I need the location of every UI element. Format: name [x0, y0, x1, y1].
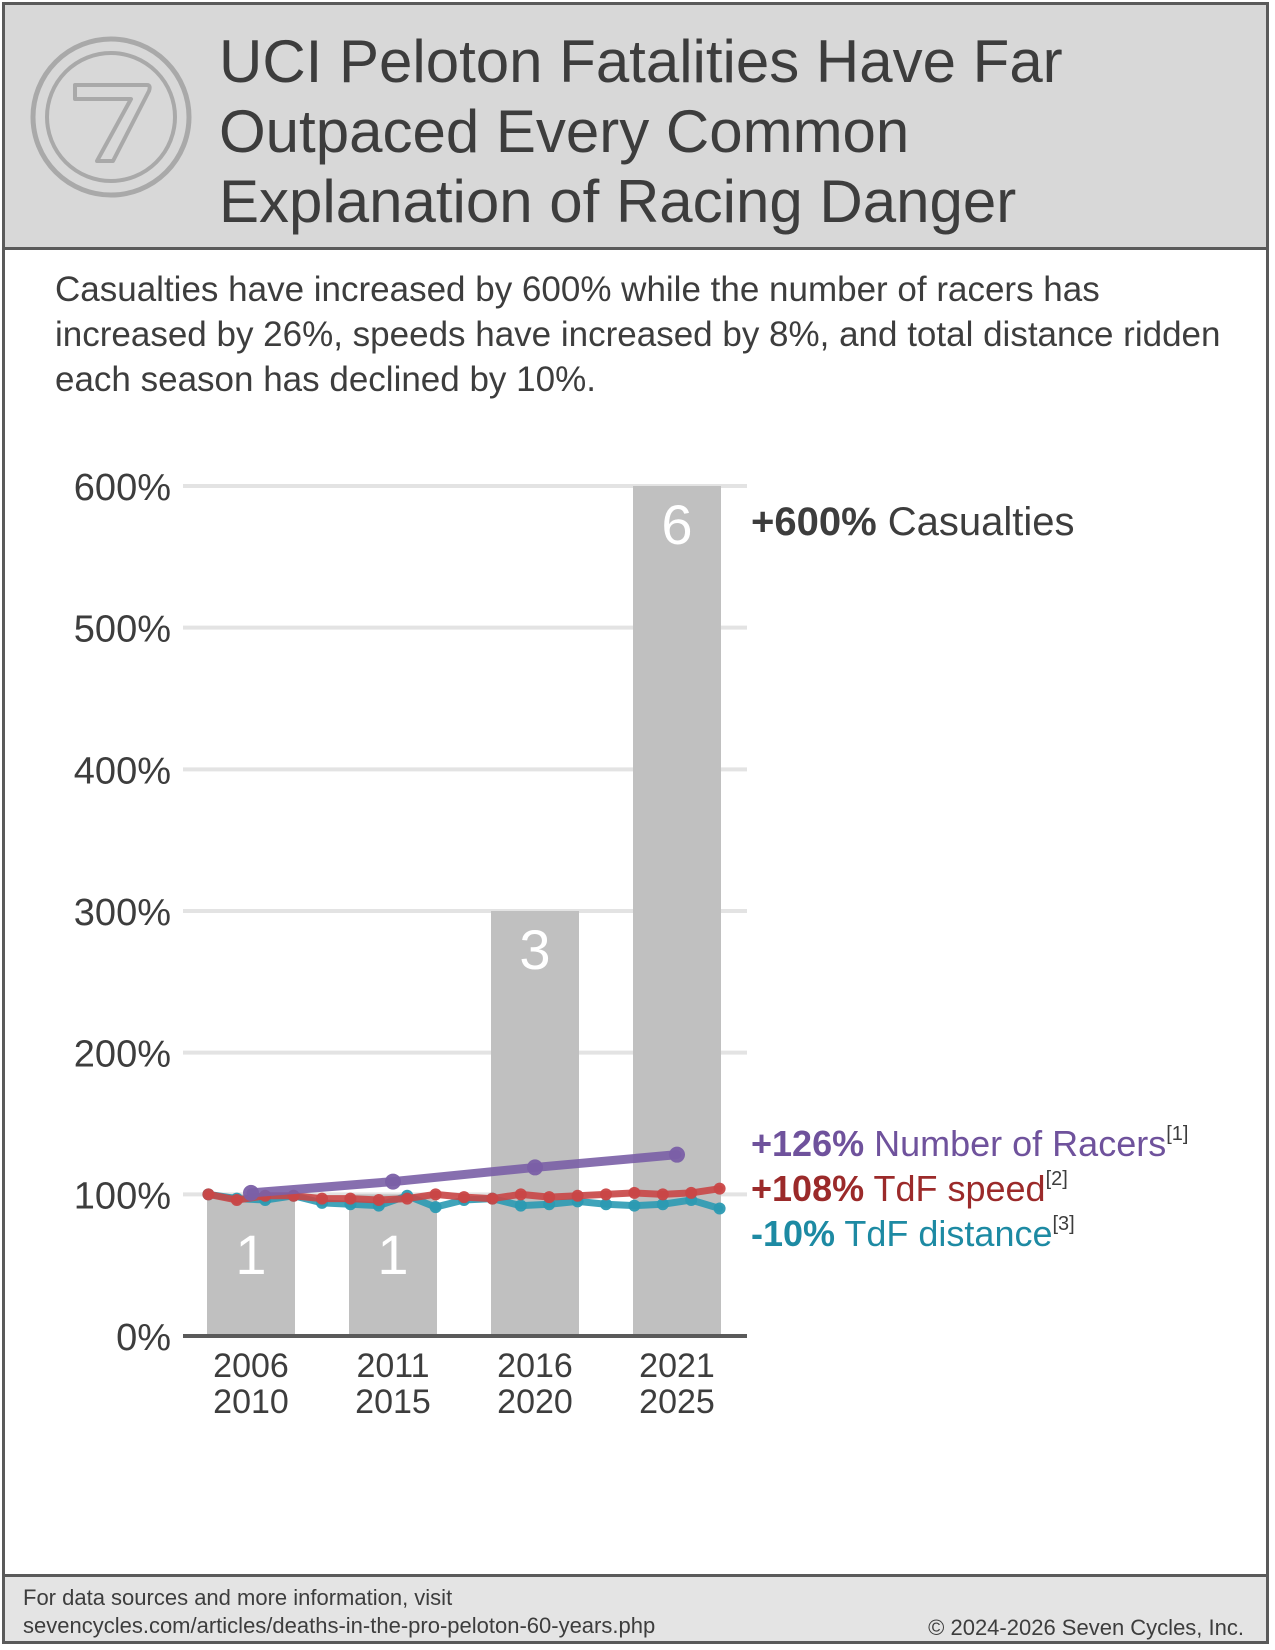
bar-count-label: 6: [661, 493, 692, 556]
footer-info-text: For data sources and more information, v…: [23, 1585, 453, 1610]
series-point: [669, 1146, 685, 1163]
series-point: [401, 1192, 414, 1205]
seven-cycles-logo-icon: [30, 36, 192, 198]
bar-count-label: 1: [235, 1223, 266, 1286]
bar: [491, 911, 579, 1336]
series-point: [713, 1182, 726, 1195]
x-tick-label-start: 2011: [356, 1347, 429, 1385]
series-point: [628, 1199, 641, 1212]
chart-subtitle: Casualties have increased by 600% while …: [55, 270, 1221, 399]
series-point: [372, 1194, 385, 1206]
y-tick-label: 300%: [74, 892, 171, 934]
y-tick-label: 200%: [74, 1034, 171, 1076]
x-tick-label-start: 2006: [213, 1347, 289, 1385]
series-line: [246, 1150, 682, 1198]
series-point: [344, 1192, 357, 1205]
series-point: [385, 1173, 401, 1190]
series-point: [656, 1198, 669, 1211]
y-tick-label: 500%: [74, 609, 171, 651]
x-tick-label-end: 2025: [639, 1383, 715, 1421]
y-tick-label: 100%: [74, 1175, 171, 1217]
series-point: [600, 1198, 612, 1211]
series-label: +126% Number of Racers[1]: [751, 1123, 1188, 1164]
y-tick-label: 600%: [74, 467, 171, 509]
series-point: [543, 1191, 556, 1204]
series-point: [514, 1188, 527, 1201]
series-point: [202, 1188, 215, 1201]
series-point: [685, 1186, 698, 1199]
bar-count-label: 1: [377, 1223, 408, 1286]
bar: [349, 1194, 437, 1336]
y-tick-label: 0%: [116, 1317, 171, 1359]
series-point: [656, 1188, 669, 1201]
y-tick-label: 400%: [74, 750, 171, 792]
series-point: [458, 1191, 470, 1204]
series-point: [486, 1192, 499, 1205]
bar: [207, 1194, 295, 1336]
series-label: +108% TdF speed[2]: [751, 1168, 1068, 1209]
series-point: [429, 1188, 442, 1201]
bar-count-label: 3: [519, 918, 550, 981]
series-point: [230, 1194, 243, 1206]
casualties-annotation: +600% Casualties: [751, 500, 1075, 544]
series-point: [713, 1202, 726, 1215]
series-label: -10% TdF distance[3]: [751, 1213, 1075, 1254]
x-tick-label-start: 2021: [639, 1347, 715, 1385]
x-tick-label-start: 2016: [497, 1347, 573, 1385]
series-point: [628, 1186, 641, 1199]
x-tick-label-end: 2015: [355, 1383, 431, 1421]
x-tick-label-end: 2010: [213, 1383, 289, 1421]
series-point: [429, 1201, 442, 1214]
series-point: [243, 1184, 259, 1201]
footer-source-link[interactable]: sevencycles.com/articles/deaths-in-the-p…: [23, 1613, 656, 1638]
page-title: UCI Peloton Fatalities Have Far Outpaced…: [219, 28, 1063, 235]
series-point: [527, 1159, 543, 1176]
footer: For data sources and more information, v…: [5, 1574, 1266, 1641]
series-point: [600, 1188, 612, 1201]
x-tick-label-end: 2020: [497, 1383, 573, 1421]
series-point: [571, 1189, 584, 1202]
series-point: [514, 1199, 527, 1212]
copyright-text: © 2024-2026 Seven Cycles, Inc.: [928, 1615, 1244, 1640]
series-point: [316, 1192, 328, 1205]
header: UCI Peloton Fatalities Have Far Outpaced…: [5, 5, 1266, 250]
